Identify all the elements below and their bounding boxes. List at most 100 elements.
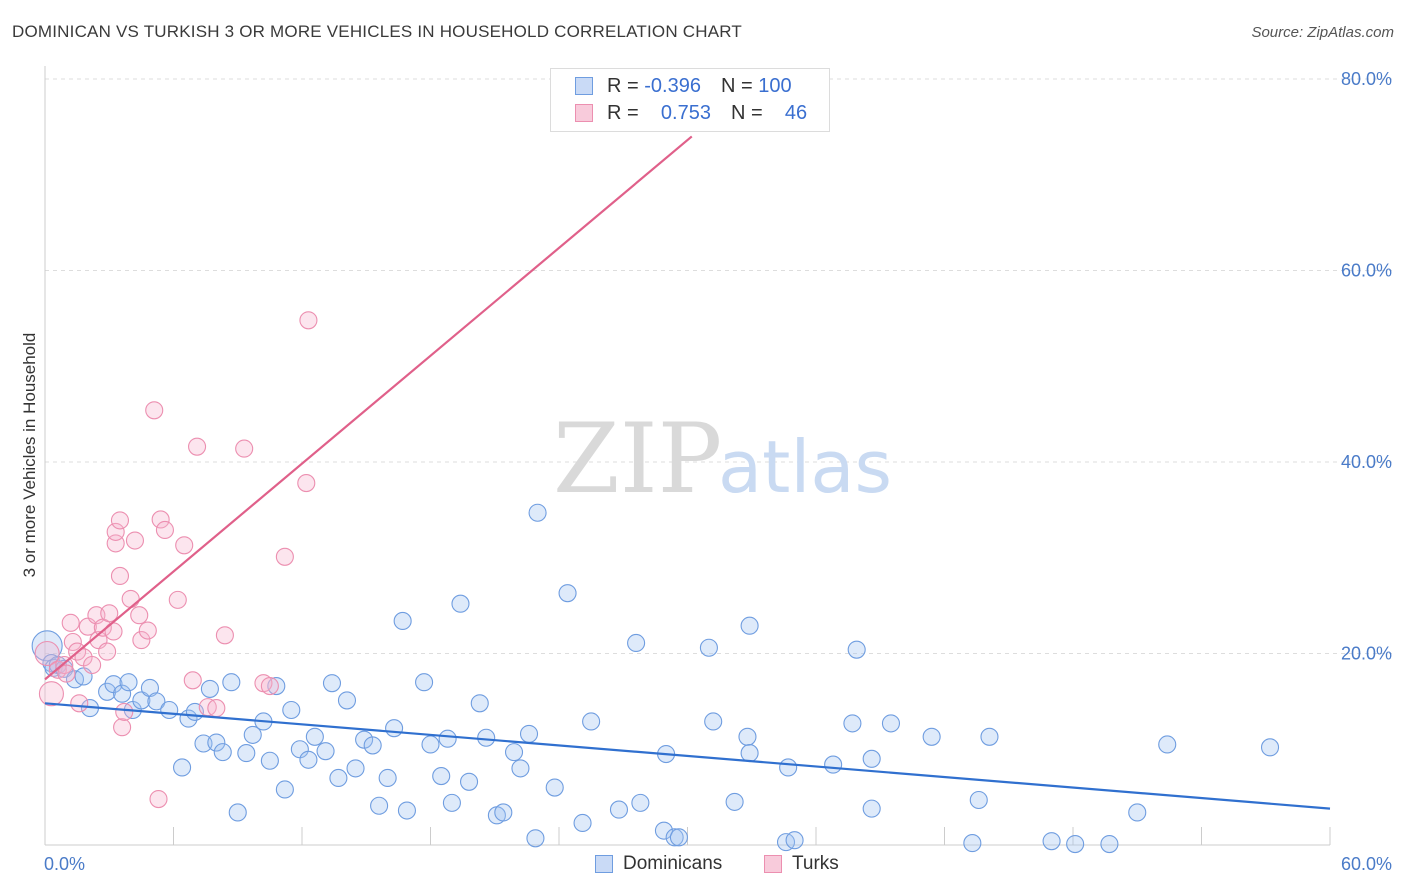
turk-point <box>113 718 132 737</box>
dominican-point <box>397 801 416 820</box>
dominican-point <box>526 829 545 848</box>
turk-point <box>188 437 207 456</box>
turk-point <box>63 632 82 652</box>
dominican-point <box>213 743 232 762</box>
dominican-point <box>528 503 547 522</box>
turk-point <box>110 566 130 585</box>
dominican-point <box>415 673 434 692</box>
turk-point <box>207 699 226 718</box>
dominican-point <box>113 684 132 703</box>
dominican-point <box>432 767 451 786</box>
dominican-point <box>316 742 335 761</box>
turk-point <box>98 642 117 661</box>
y-tick-label: 60.0% <box>1341 261 1392 281</box>
turk-point <box>175 536 194 555</box>
legend-row-turks: R = 0.753 N = 46 <box>575 101 807 125</box>
dominican-point <box>862 749 881 768</box>
axes <box>44 66 1331 846</box>
dominican-point <box>421 735 440 754</box>
dominican-point <box>980 727 999 746</box>
dominican-point <box>704 712 723 731</box>
turks-swatch <box>575 104 593 122</box>
dominican-point <box>847 640 866 659</box>
legend-r-value: 0.753 <box>660 101 711 124</box>
turk-point <box>106 522 125 541</box>
turk-point <box>215 626 234 645</box>
turk-point <box>168 590 187 609</box>
legend-r-label: R = <box>607 74 639 97</box>
dominican-point <box>494 803 513 822</box>
dominican-point <box>451 594 470 613</box>
dominican-point <box>393 611 412 630</box>
turk-point <box>151 510 170 529</box>
dominican-point <box>207 733 226 752</box>
dominican-point <box>740 616 759 635</box>
y-axis-label: 3 or more Vehicles in Household <box>20 333 39 578</box>
dominican-point <box>337 691 357 710</box>
dominican-point <box>282 700 301 720</box>
turk-point <box>138 621 157 640</box>
dominican-point <box>442 793 461 812</box>
dominican-point <box>477 728 496 747</box>
y-tick-label: 80.0% <box>1341 69 1392 89</box>
turk-point <box>115 702 134 721</box>
dominicans-swatch <box>575 77 593 95</box>
dominican-point <box>779 758 798 777</box>
dominican-point <box>504 743 524 762</box>
turk-point <box>145 401 164 420</box>
turk-point <box>83 655 102 675</box>
dominican-point <box>275 780 294 799</box>
dominican-point <box>1128 803 1147 822</box>
turk-point <box>57 664 76 683</box>
correlation-legend: R = -0.396 N = 100 R = 0.753 N = 46 <box>550 68 830 132</box>
turk-point <box>125 531 144 550</box>
dominican-point <box>222 673 241 692</box>
dominican-point <box>98 682 117 701</box>
y-tick-label: 20.0% <box>1341 644 1392 664</box>
legend-label-dominicans: Dominicans <box>623 853 723 874</box>
dominican-point <box>385 719 404 738</box>
turk-point <box>132 631 151 650</box>
legend-item-dominicans: Dominicans <box>595 852 722 876</box>
dominican-point <box>627 633 646 653</box>
turk-point <box>149 789 168 809</box>
dominican-point <box>228 803 247 822</box>
dominican-point <box>740 744 759 763</box>
dominican-point <box>824 755 843 774</box>
dominican-point <box>609 800 629 819</box>
watermark-zip: ZIP <box>553 403 722 515</box>
watermark: ZIP atlas <box>553 403 892 515</box>
source-credit: Source: ZipAtlas.com <box>1251 24 1394 41</box>
dominican-point <box>1066 834 1085 854</box>
dominican-point <box>1260 738 1280 757</box>
trend-lines <box>44 135 1331 810</box>
legend-r-value: -0.396 <box>644 74 701 97</box>
dominican-point <box>738 727 757 746</box>
dominican-point <box>438 729 457 748</box>
turk-point <box>260 677 279 696</box>
dominican-point <box>725 792 744 811</box>
turk-point <box>183 671 202 690</box>
gridlines <box>45 78 1392 654</box>
dominican-point <box>922 727 941 746</box>
dominican-point <box>582 712 601 731</box>
legend-n-value: 46 <box>784 101 808 124</box>
dominican-point <box>558 584 577 603</box>
watermark-atlas: atlas <box>718 425 892 509</box>
legend-n-label: N = <box>720 74 753 97</box>
turk-point <box>235 439 254 458</box>
turk-point <box>275 547 294 566</box>
turk-point <box>61 613 80 632</box>
dominican-point <box>1158 735 1177 754</box>
x-tick-label: 0.0% <box>44 854 85 874</box>
dominican-point <box>843 714 862 733</box>
dominican-point <box>370 796 389 815</box>
dominican-point <box>132 691 151 710</box>
dominicans-points <box>31 503 1280 854</box>
dominican-point <box>654 821 673 840</box>
dominican-point <box>573 813 592 833</box>
dominican-point <box>305 727 324 746</box>
dominican-point <box>862 799 881 818</box>
turks-points <box>34 311 318 809</box>
dominican-point <box>511 759 530 778</box>
